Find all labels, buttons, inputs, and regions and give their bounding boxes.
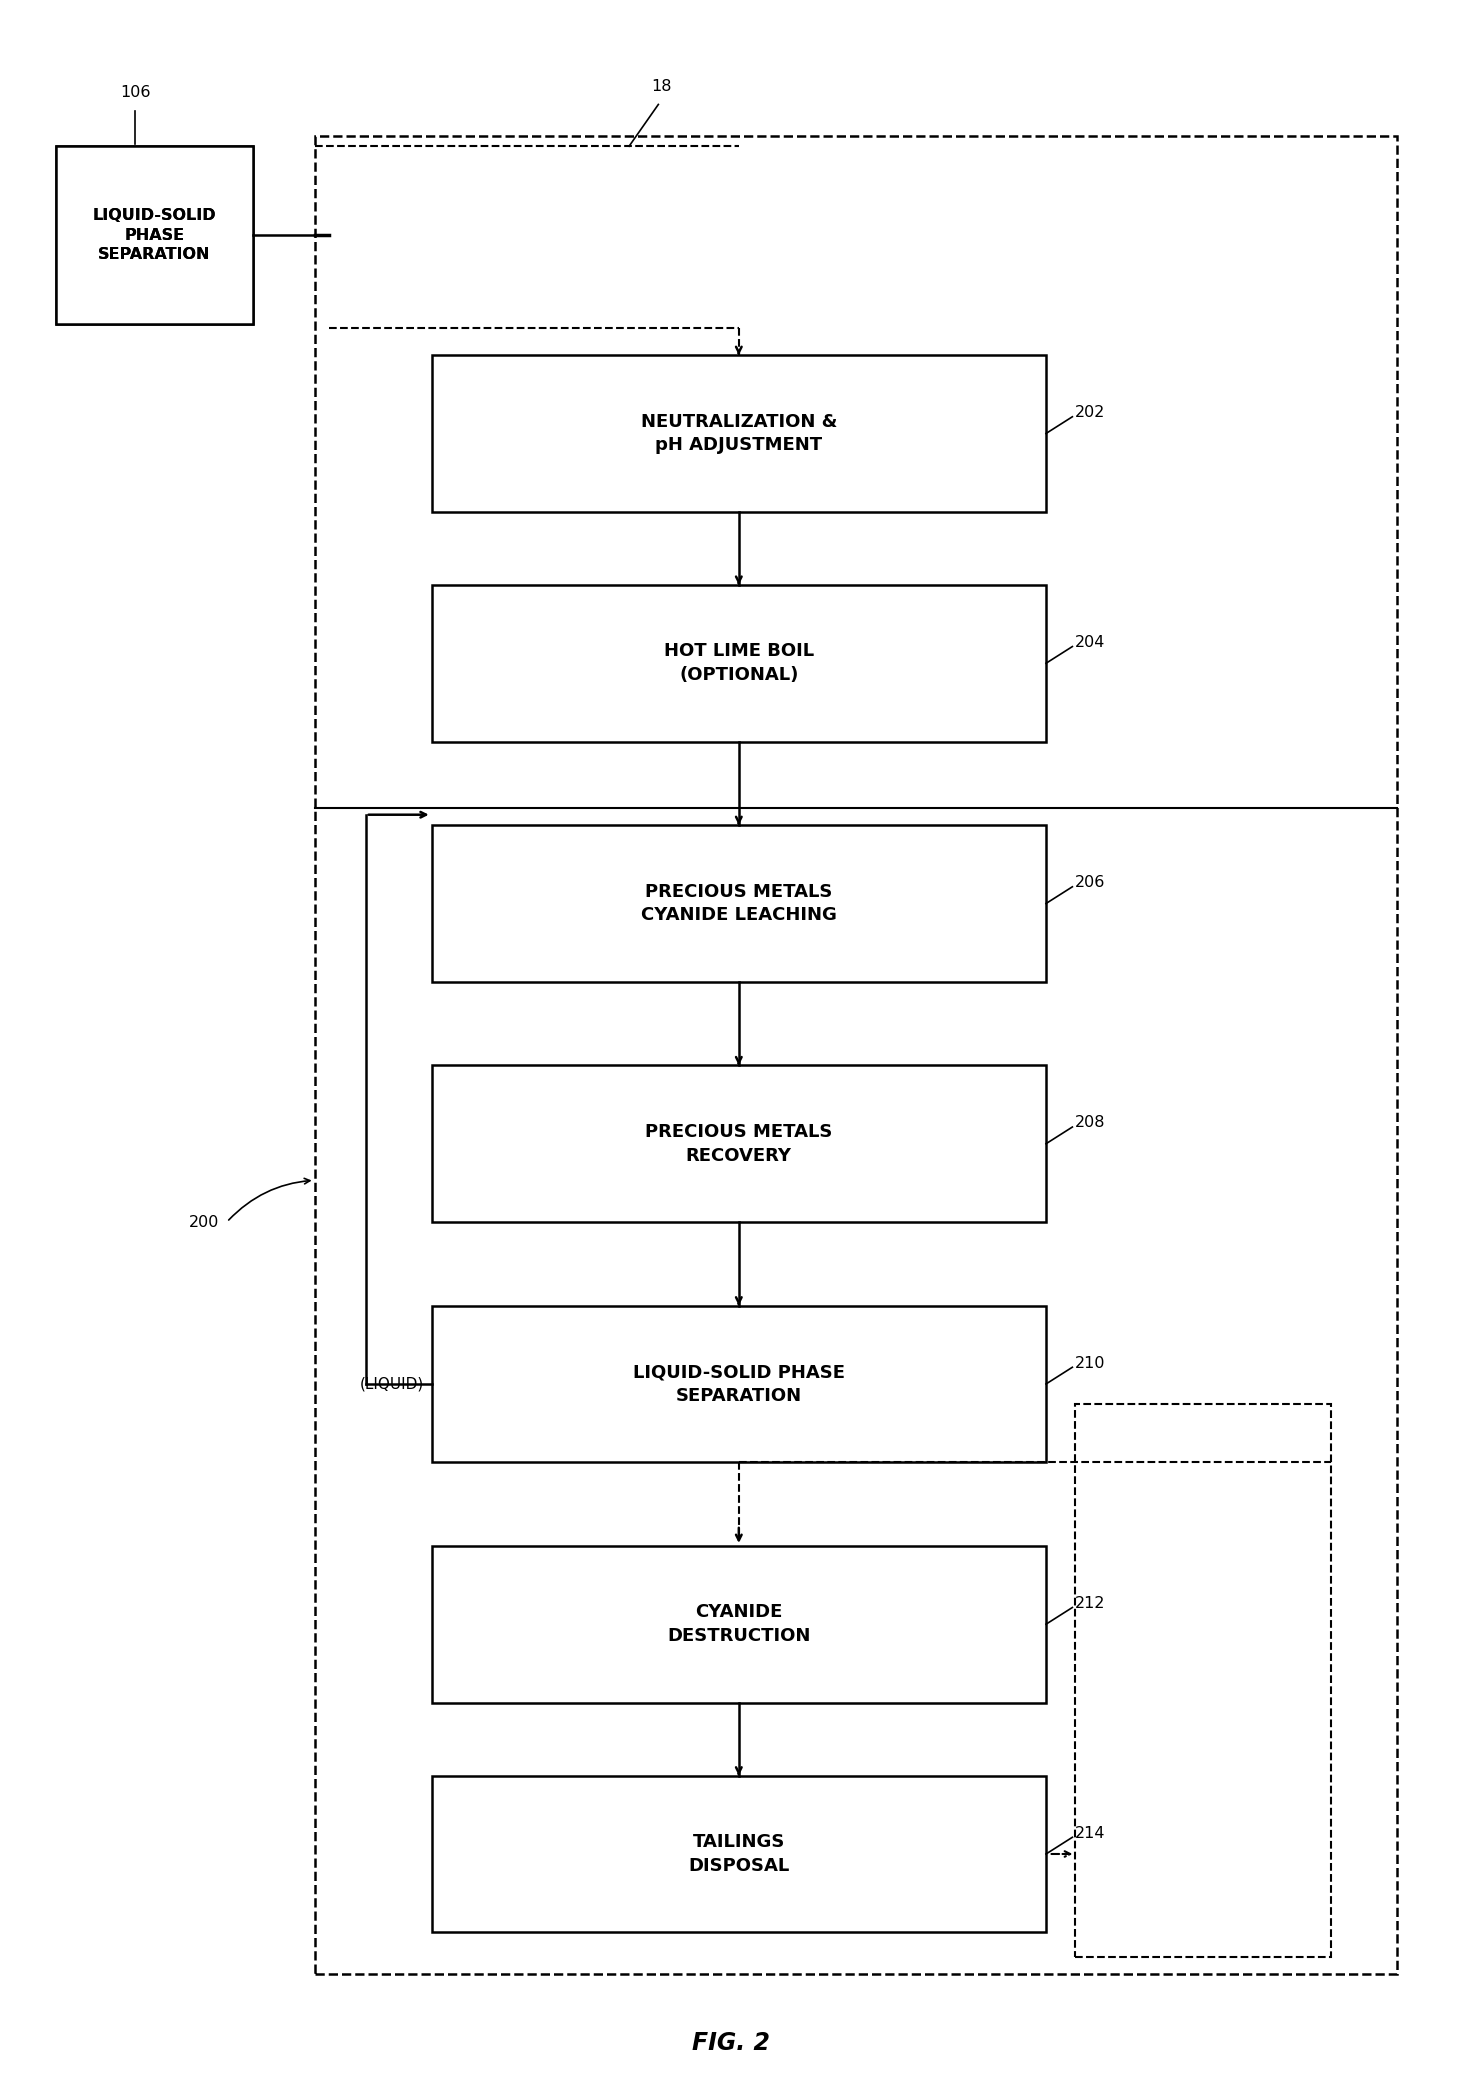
Text: 18: 18: [651, 79, 672, 94]
Bar: [432, 585, 1046, 742]
Text: 206: 206: [1075, 875, 1106, 890]
Text: PRECIOUS METALS
CYANIDE LEACHING: PRECIOUS METALS CYANIDE LEACHING: [641, 884, 837, 923]
Text: LIQUID-SOLID
PHASE
SEPARATION: LIQUID-SOLID PHASE SEPARATION: [92, 207, 217, 263]
Bar: [432, 1306, 1046, 1462]
Text: 204: 204: [1075, 635, 1106, 650]
Text: 214: 214: [1075, 1826, 1106, 1840]
Bar: [1075, 1404, 1331, 1957]
Text: LIQUID-SOLID PHASE
SEPARATION: LIQUID-SOLID PHASE SEPARATION: [633, 1364, 844, 1404]
Bar: [315, 136, 1397, 1974]
Bar: [432, 1546, 1046, 1703]
Bar: [432, 1065, 1046, 1222]
Bar: [432, 825, 1046, 982]
Text: HOT LIME BOIL
(OPTIONAL): HOT LIME BOIL (OPTIONAL): [664, 643, 813, 683]
Text: PRECIOUS METALS
RECOVERY: PRECIOUS METALS RECOVERY: [645, 1124, 832, 1164]
Bar: [56, 146, 253, 324]
Text: 200: 200: [189, 1214, 219, 1230]
Text: (LIQUID): (LIQUID): [360, 1377, 424, 1391]
Text: TAILINGS
DISPOSAL: TAILINGS DISPOSAL: [688, 1834, 790, 1874]
Text: CYANIDE
DESTRUCTION: CYANIDE DESTRUCTION: [667, 1604, 811, 1644]
Bar: [432, 1776, 1046, 1932]
Text: 202: 202: [1075, 405, 1106, 420]
Text: 208: 208: [1075, 1116, 1106, 1130]
Text: 210: 210: [1075, 1356, 1106, 1370]
Bar: [432, 355, 1046, 512]
Text: FIG. 2: FIG. 2: [692, 2031, 771, 2056]
Text: 106: 106: [120, 86, 151, 100]
Text: NEUTRALIZATION &
pH ADJUSTMENT: NEUTRALIZATION & pH ADJUSTMENT: [641, 414, 837, 453]
Text: LIQUID-SOLID
PHASE
SEPARATION: LIQUID-SOLID PHASE SEPARATION: [92, 207, 217, 263]
Text: 212: 212: [1075, 1596, 1106, 1611]
Bar: [56, 146, 253, 324]
